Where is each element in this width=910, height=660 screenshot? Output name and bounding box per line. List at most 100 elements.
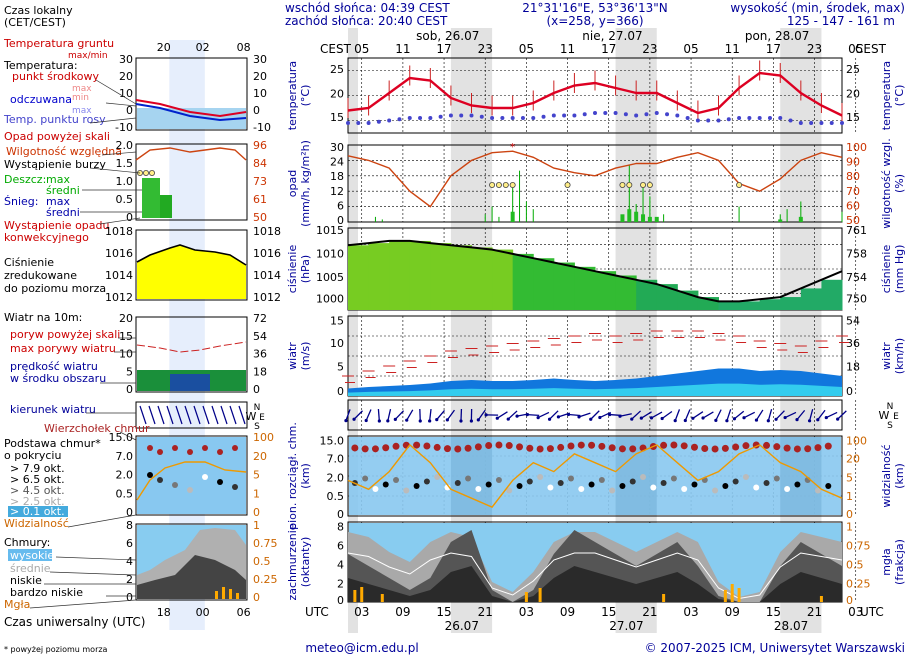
legend-wind-title: Wiatr na 10m:	[4, 311, 82, 324]
legend-tick-r: 36	[253, 348, 267, 361]
legend-tick: 1018	[105, 225, 133, 238]
legend-tick: 7.0	[116, 450, 134, 463]
cloud-base-dot	[393, 477, 400, 483]
dew-point-dot	[490, 116, 495, 120]
legend-tick: 1012	[105, 291, 133, 304]
legend-temp-line	[135, 99, 247, 118]
cloud-top-dot	[546, 445, 554, 453]
fog-bar	[723, 590, 727, 602]
dew-point-dot	[376, 119, 381, 124]
wind-arrow-head	[836, 417, 840, 421]
legend-compass-s: S	[254, 422, 260, 432]
legend-cloud-base-dot	[147, 472, 153, 478]
wind-arrow-head	[714, 418, 718, 422]
hour-tick-cest: 17	[436, 42, 451, 56]
wind-arrow-head	[445, 418, 449, 422]
wind-direction-arrow	[568, 413, 581, 417]
wind-arrow-head	[525, 412, 529, 417]
wind-arrow-head	[386, 419, 390, 423]
pressure-line	[347, 239, 843, 303]
tick-right: 70	[846, 185, 860, 198]
cloud-top-dot	[454, 445, 462, 453]
tick-right: 60	[846, 199, 860, 212]
cloud-top-dot	[536, 445, 544, 453]
rain-mean-block	[778, 219, 783, 222]
tick-left: 1015	[316, 224, 344, 237]
dew-point-dot	[767, 116, 772, 120]
precip-panel-bg	[348, 145, 842, 222]
hour-tick-utc: 15	[601, 605, 616, 619]
legend-tick-r: 0.25	[253, 573, 278, 586]
wind-arrow-head	[774, 417, 778, 421]
tick-right: 50	[846, 214, 860, 227]
wind-arrow-head	[766, 419, 770, 423]
legend-tick-r: -10	[253, 121, 271, 134]
grid-text: (x=258, y=366)	[546, 14, 643, 28]
cloud-top-dot	[361, 445, 369, 453]
dew-point-dot	[572, 113, 577, 118]
wind-direction-arrow	[641, 411, 652, 419]
cloud-base-dot	[763, 480, 770, 486]
legend-temp-title: Temperatura:	[3, 59, 78, 72]
legend-tick: 0	[126, 104, 133, 117]
cloud-base-dot	[732, 478, 739, 485]
legend-tick: 4	[126, 555, 133, 568]
sunset-text: zachód słońca: 20:40 CEST	[285, 14, 448, 28]
fog-bar	[360, 587, 364, 602]
storm-marker	[626, 181, 633, 188]
tick-right: 0.75	[846, 539, 871, 552]
legend-cloud-base-dot	[217, 479, 223, 485]
wind-left-axis-label: wiatr(m/s)	[286, 342, 312, 371]
dew-point-dot	[438, 114, 443, 119]
wind-direction-arrow	[496, 411, 508, 419]
hour-tick-cest: 05	[519, 42, 534, 56]
precip-left-axis-label: opad(mm/h, kg/m²h)	[286, 140, 312, 227]
cloud-base-dot	[660, 480, 667, 486]
cloud-panel-frame	[347, 435, 843, 517]
wind-arrow-head	[377, 419, 381, 423]
hour-tick-cest: 05	[354, 42, 369, 56]
legend-tick: 6	[126, 537, 133, 550]
legend-okt-box	[8, 506, 68, 517]
dew-point-dot	[500, 116, 505, 120]
cloud-top-dot	[371, 445, 379, 453]
dew-point-dot	[510, 116, 515, 120]
cloud-base-dot	[681, 486, 688, 492]
dew-point-dot	[706, 118, 711, 123]
dew-point-dot	[809, 121, 814, 125]
copyright-text: © 2007-2025 ICM, Uniwersytet Warszawski	[645, 641, 905, 655]
rain-mean-block	[798, 216, 803, 222]
tick-left: 0	[337, 214, 344, 227]
wind-speed-area-low	[348, 383, 842, 396]
legend-humidity: Wilgotność względna	[6, 145, 122, 158]
fog-bar	[380, 594, 384, 602]
legend-tick: 0	[126, 383, 133, 396]
legend-tick-r: 0	[253, 591, 260, 604]
fog-bar	[524, 592, 528, 602]
rain-mean-block	[654, 216, 659, 222]
visibility-line	[347, 443, 843, 508]
wind-arrow-head	[783, 415, 787, 420]
dew-point-dot	[737, 116, 742, 120]
legend-okt-label: > 2.5 okt.	[10, 495, 65, 508]
fog-bar	[819, 596, 823, 602]
tick-left: 20	[330, 87, 344, 100]
tick-left: 6	[337, 199, 344, 212]
wind-arrow-head	[618, 414, 622, 418]
pressure-area-seg	[471, 247, 493, 310]
tick-right: 758	[846, 247, 867, 260]
wind-arrow-head	[352, 417, 356, 421]
cloud-top-dot	[721, 444, 729, 452]
legend-cloud-base-dot	[172, 482, 178, 488]
dew-point-dot	[623, 112, 628, 117]
legend-tick-r: 1012	[253, 291, 281, 304]
tick-right: 18	[846, 361, 860, 374]
legend-compass-n: N	[254, 403, 261, 413]
hour-tick-utc: 03	[354, 605, 369, 619]
fog-bar	[353, 590, 357, 602]
cloud-top-dot	[701, 445, 709, 453]
cloud-base-dot	[650, 484, 657, 491]
legend-tick: 20	[119, 70, 133, 83]
cloud-base-dot	[825, 483, 832, 489]
